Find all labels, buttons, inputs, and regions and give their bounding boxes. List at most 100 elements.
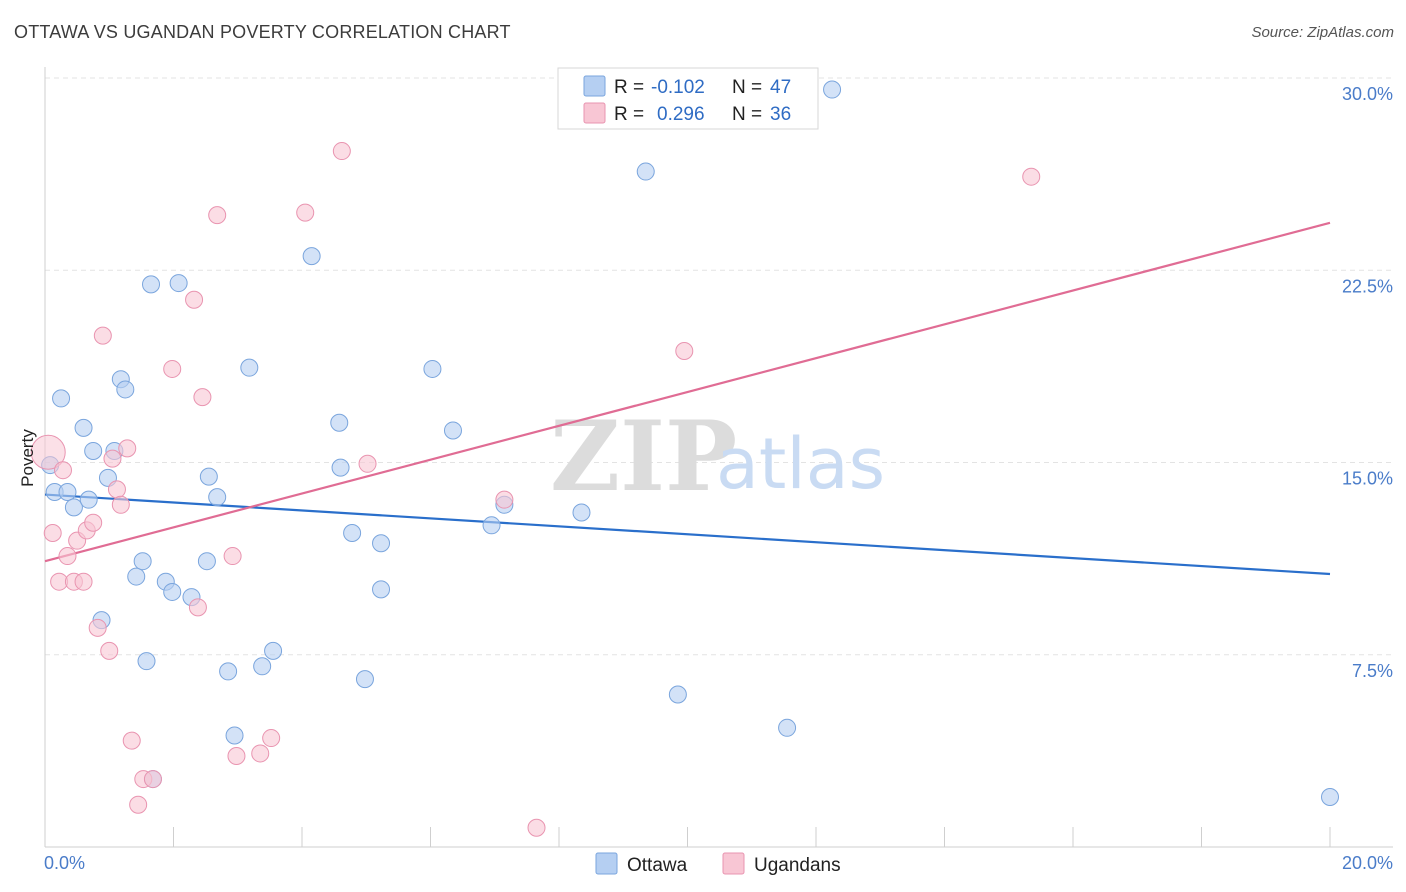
ottawa-point [64,498,83,517]
ottawa-point [636,162,655,181]
ottawa-point [330,413,349,432]
ugandans-point [93,326,112,345]
ugandans-point [30,434,66,470]
ugandans-point [58,547,77,566]
ottawa-point [116,380,135,399]
ottawa-point [79,490,98,509]
legend-r-label-ugandans: R = [614,104,644,125]
trendline-ugandans [44,221,1331,563]
ugandans-point [84,513,103,532]
ottawa-point [84,441,103,460]
ottawa-point [197,552,216,571]
ugandans-point [296,203,315,222]
ugandans-point [143,770,162,789]
ugandans-point [111,495,130,514]
trendline-ottawa [44,493,1331,576]
legend-n-value-ugandans: 36 [770,104,791,125]
ugandans-point [358,454,377,473]
ottawa-point [778,718,797,737]
ugandans-point [193,388,212,407]
ugandans-point [103,449,122,468]
ottawa-point [58,482,77,501]
ugandans-point [527,818,546,837]
ottawa-point [133,552,152,571]
legend-n-label-ugandans: N = [732,104,762,125]
ottawa-point [1321,788,1339,807]
ottawa-point [208,488,227,507]
ottawa-point [199,467,218,486]
bottom-legend-swatch-ugandans [722,852,745,875]
ottawa-point [169,274,188,293]
legend-swatch-ugandans [583,102,606,124]
ottawa-point [302,247,321,266]
ugandans-point [118,439,137,458]
legend-swatch-ottawa [583,75,606,97]
ottawa-point [372,580,391,599]
y-tick-label-3: 30.0% [1342,84,1393,104]
ugandans-point [107,480,126,499]
y-tick-label-2: 22.5% [1342,276,1393,296]
ottawa-point [163,582,182,601]
y-tick-label-0: 7.5% [1352,661,1393,681]
legend-r-label-ottawa: R = [614,77,644,98]
ottawa-point [253,657,272,676]
ottawa-point [331,458,350,477]
ottawa-point [219,662,238,681]
ugandans-point [208,206,227,225]
top-legend: R = -0.102 N = 47 R = 0.296 N = 36 [557,67,819,130]
ottawa-point [127,567,146,586]
x-tick-label-min: 0.0% [44,853,85,873]
ugandans-point [163,359,182,378]
ugandans-point [43,523,62,542]
x-tick-label-max: 20.0% [1342,853,1393,873]
ottawa-point [343,523,362,542]
bottom-legend: Ottawa Ugandans [595,852,841,876]
ugandans-point [122,731,141,750]
ottawa-point [137,652,156,671]
ugandans-point [53,461,72,480]
ottawa-point [482,516,501,535]
watermark: ZIP atlas [550,400,885,513]
ugandans-point [88,618,107,637]
chart-title: OTTAWA VS UGANDAN POVERTY CORRELATION CH… [14,22,511,42]
ottawa-point [572,503,591,522]
ugandans-point [332,142,351,161]
y-tick-label-1: 15.0% [1342,469,1393,489]
ugandans-point [100,641,119,660]
bottom-legend-swatch-ottawa [595,852,618,875]
watermark-atlas: atlas [716,423,885,505]
points-layer [30,80,1339,837]
ugandans-point [227,747,246,766]
legend-r-value-ugandans: 0.296 [657,104,705,125]
bottom-legend-label-ottawa: Ottawa [627,855,688,876]
trend-layer [44,221,1331,576]
ugandans-point [262,729,281,748]
ottawa-point [423,359,442,378]
ugandans-point [223,547,242,566]
ugandans-point [74,572,93,591]
y-axis-title: Poverty [18,429,37,487]
ottawa-point [225,726,244,745]
ottawa-point [443,421,462,440]
watermark-zip: ZIP [550,400,737,513]
ugandans-point [188,598,207,617]
ugandans-point [129,795,148,814]
ottawa-point [142,275,161,294]
ottawa-point [52,389,71,408]
ugandans-point [251,744,270,763]
ugandans-point [495,490,514,509]
ugandans-point [1022,167,1041,186]
legend-n-value-ottawa: 47 [770,77,791,98]
ottawa-point [74,418,93,437]
ottawa-point [372,534,391,553]
tick-labels: 7.5% 15.0% 22.5% 30.0% 0.0% 20.0% [44,84,1393,873]
ottawa-point [240,358,259,377]
ottawa-point [355,670,374,689]
ottawa-point [668,685,687,704]
ugandans-point [185,290,204,309]
legend-n-label-ottawa: N = [732,77,762,98]
ottawa-point [823,80,842,99]
chart-source: Source: ZipAtlas.com [1251,24,1394,41]
ugandans-point [675,341,694,360]
